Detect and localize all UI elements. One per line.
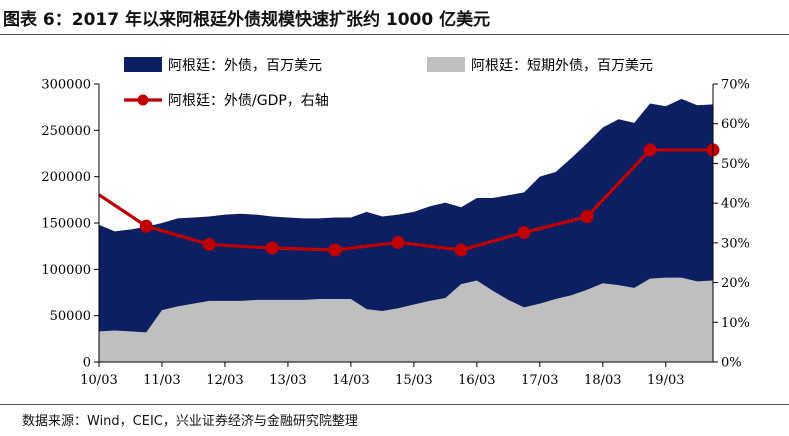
y-left-tick-label: 250000 — [41, 124, 91, 139]
debt-gdp-point — [328, 243, 342, 257]
title-bar: 图表 6：2017 年以来阿根廷外债规模快速扩张约 1000 亿美元 — [0, 0, 789, 35]
y-left-tick-label: 200000 — [41, 170, 91, 185]
footer-divider — [0, 404, 789, 405]
x-tick-label: 18/03 — [584, 373, 621, 388]
debt-gdp-point — [580, 210, 594, 224]
x-tick-label: 13/03 — [269, 373, 306, 388]
y-right-tick-label: 20% — [721, 276, 750, 291]
debt-gdp-point — [139, 219, 153, 233]
x-tick-label: 17/03 — [521, 373, 558, 388]
debt-gdp-point — [643, 143, 657, 157]
debt-gdp-point — [454, 243, 468, 257]
debt-gdp-point — [202, 237, 216, 251]
x-tick-label: 14/03 — [332, 373, 369, 388]
x-tick-label: 16/03 — [458, 373, 495, 388]
short-term-debt-area — [99, 277, 713, 362]
legend-label-external-debt: 阿根廷：外债，百万美元 — [168, 58, 322, 74]
legend-swatch-external-debt — [124, 57, 162, 72]
y-left-tick-label: 50000 — [50, 309, 91, 324]
x-tick-label: 15/03 — [395, 373, 432, 388]
y-right-tick-label: 10% — [721, 316, 750, 331]
x-tick-label: 12/03 — [206, 373, 243, 388]
chart-canvas: 0 50000 100000 150000 200000 250000 300000 0% 10… — [41, 57, 750, 389]
axes: 0 50000 100000 150000 200000 250000 300000 0% 10… — [41, 78, 750, 389]
legend-swatch-short-term-debt — [427, 57, 465, 72]
legend-label-debt-gdp: 阿根廷：外债/GDP，右轴 — [168, 93, 329, 109]
y-left-tick-label: 0 — [83, 356, 91, 371]
y-right-tick-label: 40% — [721, 197, 750, 212]
chart-title: 图表 6：2017 年以来阿根廷外债规模快速扩张约 1000 亿美元 — [3, 10, 491, 30]
x-tick-label: 11/03 — [143, 373, 180, 388]
y-left-tick-label: 100000 — [41, 263, 91, 278]
y-right-tick-label: 50% — [721, 157, 750, 172]
y-right-tick-label: 70% — [721, 78, 750, 93]
y-right-tick-label: 30% — [721, 236, 750, 251]
debt-gdp-point — [391, 235, 405, 249]
external-debt-area — [99, 98, 713, 362]
y-right-tick-label: 60% — [721, 117, 750, 132]
debt-gdp-point — [517, 226, 531, 240]
legend-swatch-debt-gdp-point — [137, 94, 149, 106]
plot-area — [98, 98, 720, 362]
x-tick-label: 19/03 — [647, 373, 684, 388]
debt-gdp-point — [265, 241, 279, 255]
legend-label-short-term-debt: 阿根廷：短期外债，百万美元 — [471, 58, 653, 74]
x-tick-label: 10/03 — [80, 373, 117, 388]
source-note: 数据来源：Wind，CEIC，兴业证券经济与金融研究院整理 — [22, 414, 358, 429]
y-left-tick-label: 150000 — [41, 217, 91, 232]
y-right-tick-label: 0% — [721, 356, 742, 371]
y-left-tick-label: 300000 — [41, 78, 91, 93]
